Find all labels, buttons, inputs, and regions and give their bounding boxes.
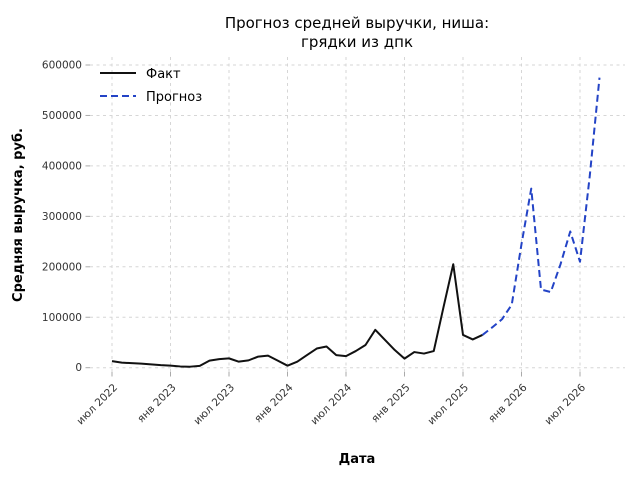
legend-fact-label: Факт <box>146 67 181 82</box>
y-tick-label: 500000 <box>42 110 82 122</box>
y-tick-label: 100000 <box>42 312 82 324</box>
x-tick-label: июл 2026 <box>543 381 589 427</box>
x-tick-label: июл 2025 <box>426 382 472 428</box>
x-axis-label: Дата <box>339 452 376 467</box>
y-tick-label: 300000 <box>42 211 82 223</box>
x-tick-labels: июл 2022 янв 2023 июл 2023 янв 2024 июл 2024… <box>75 381 589 427</box>
y-axis-label: Средняя выручка, руб. <box>11 128 26 302</box>
x-tick-label: янв 2023 <box>135 382 178 425</box>
legend-forecast-label: Прогноз <box>146 90 202 105</box>
y-tick-label: 200000 <box>42 261 82 273</box>
y-tick-label: 0 <box>75 362 82 374</box>
x-tick-label: янв 2026 <box>486 381 530 425</box>
forecast-line <box>481 77 601 336</box>
y-tick-label: 400000 <box>42 160 82 172</box>
chart-title-line1: Прогноз средней выручки, ниша: <box>225 14 489 32</box>
axis-ticks <box>85 64 581 377</box>
y-tick-label: 600000 <box>42 60 82 72</box>
legend: Факт Прогноз <box>100 67 202 105</box>
chart-title-line2: грядки из дпк <box>301 33 413 51</box>
fact-line <box>111 263 483 368</box>
x-tick-label: янв 2024 <box>252 381 296 425</box>
x-tick-label: июл 2024 <box>309 381 355 427</box>
y-tick-labels: 0 100000 200000 300000 400000 500000 600000 <box>42 60 82 375</box>
x-tick-label: июл 2022 <box>75 382 121 428</box>
grid-lines <box>90 57 625 372</box>
x-tick-label: июл 2023 <box>192 382 238 428</box>
x-tick-label: янв 2025 <box>369 382 412 425</box>
